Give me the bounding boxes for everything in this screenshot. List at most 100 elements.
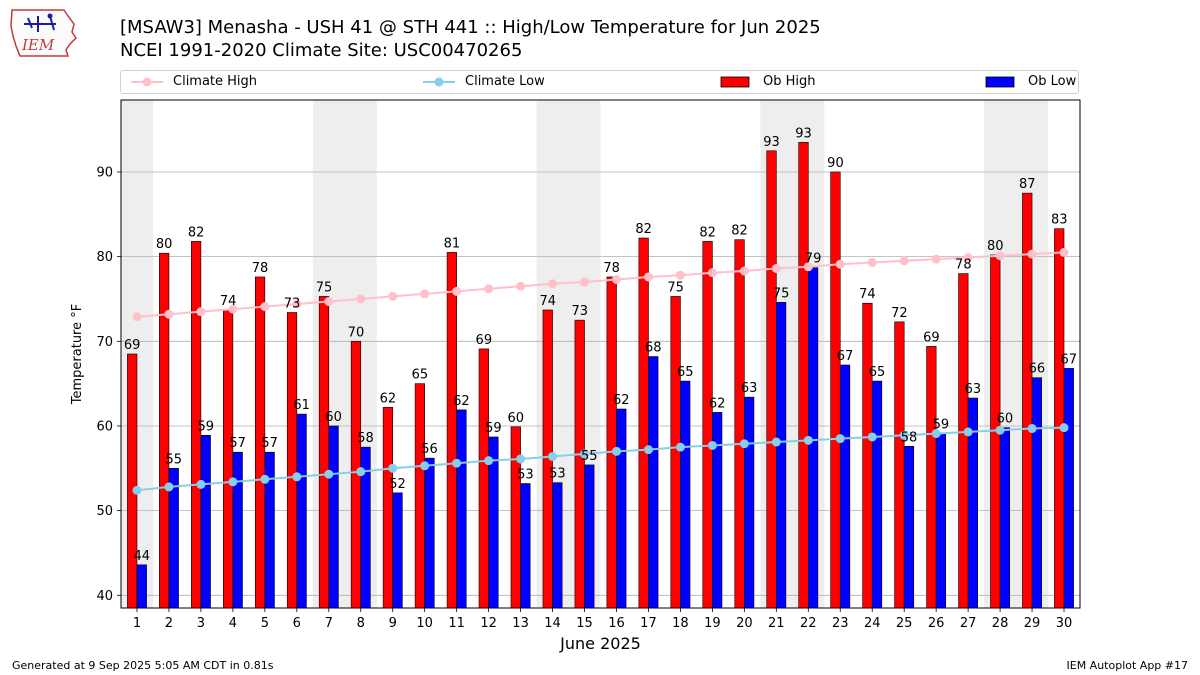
ob-high-value-label: 75 — [316, 280, 333, 295]
x-tick-label: 30 — [1056, 616, 1073, 631]
legend-label-climate-high: Climate High — [173, 74, 258, 89]
ob-high-value-label: 78 — [603, 261, 620, 276]
ob-high-bar — [127, 353, 138, 609]
ob-low-bar — [903, 445, 915, 609]
ob-high-bar — [958, 273, 969, 609]
legend-label-climate-low: Climate Low — [465, 74, 545, 89]
legend-swatch-climate-high — [131, 77, 163, 87]
ob-high-value-label: 65 — [412, 368, 429, 383]
ob-low-value-label: 63 — [965, 382, 982, 397]
legend-swatch-ob-high — [720, 76, 750, 88]
chart-title: [MSAW3] Menasha - USH 41 @ STH 441 :: Hi… — [120, 17, 821, 38]
ob-low-value-label: 67 — [1061, 352, 1078, 367]
ob-high-value-label: 74 — [859, 287, 876, 302]
climate-high-point — [1027, 249, 1037, 259]
ob-high-value-label: 82 — [699, 225, 716, 240]
x-tick-label: 21 — [768, 616, 785, 631]
climate-low-point — [356, 467, 366, 477]
ob-low-value-label: 67 — [837, 349, 854, 364]
ob-low-value-label: 53 — [549, 467, 566, 482]
climate-high-point — [580, 277, 590, 287]
ob-high-bar — [670, 296, 681, 609]
ob-low-bar — [456, 409, 467, 609]
climate-high-point — [356, 294, 366, 304]
ob-low-value-label: 59 — [485, 421, 502, 436]
ob-low-bar — [392, 492, 403, 609]
ob-high-bar — [702, 241, 713, 609]
climate-high-point — [675, 270, 685, 280]
climate-high-point — [516, 281, 526, 291]
x-tick-label: 23 — [832, 616, 849, 631]
climate-high-point — [292, 299, 302, 309]
ob-high-value-label: 74 — [539, 294, 556, 309]
climate-high-point — [931, 254, 941, 264]
ob-high-bar — [510, 426, 521, 609]
ob-low-bar — [552, 482, 563, 609]
ob-high-value-label: 69 — [923, 330, 940, 345]
climate-high-point — [324, 297, 334, 307]
x-tick-label: 17 — [640, 616, 657, 631]
ob-high-bar — [766, 150, 777, 609]
ob-low-value-label: 55 — [581, 449, 598, 464]
climate-low-point — [132, 485, 142, 495]
climate-high-point — [643, 272, 653, 282]
ob-low-bar — [999, 427, 1010, 609]
climate-high-point — [899, 256, 909, 266]
ob-high-value-label: 73 — [284, 297, 301, 312]
climate-low-point — [228, 477, 238, 487]
climate-low-point — [899, 430, 909, 440]
ob-low-value-label: 57 — [229, 436, 246, 451]
y-tick-label: 40 — [96, 589, 113, 604]
x-tick-label: 3 — [197, 616, 205, 631]
ob-high-value-label: 69 — [476, 333, 493, 348]
climate-low-point — [963, 427, 973, 437]
ob-low-value-label: 53 — [517, 468, 534, 483]
x-tick-label: 19 — [704, 616, 721, 631]
ob-low-bar — [328, 425, 339, 609]
x-tick-label: 6 — [293, 616, 301, 631]
ob-high-bar — [798, 142, 809, 609]
ob-high-bar — [318, 296, 330, 609]
climate-high-point — [452, 286, 462, 296]
ob-high-value-label: 87 — [1019, 177, 1036, 192]
ob-low-bar — [648, 356, 659, 609]
ob-high-value-label: 60 — [508, 411, 525, 426]
app-identifier: IEM Autoplot App #17 — [1066, 659, 1189, 672]
ob-high-value-label: 82 — [731, 224, 748, 239]
ob-high-bar — [926, 346, 937, 609]
ob-low-bar — [424, 457, 435, 609]
climate-high-line — [136, 251, 1065, 318]
ob-high-value-label: 82 — [635, 222, 652, 237]
ob-low-value-label: 62 — [709, 396, 726, 411]
climate-high-point — [164, 309, 174, 319]
ob-low-value-label: 75 — [773, 286, 790, 301]
ob-high-value-label: 80 — [156, 237, 173, 252]
climate-low-point — [1059, 423, 1069, 433]
ob-high-bar — [446, 252, 457, 609]
x-tick-label: 7 — [325, 616, 333, 631]
climate-high-point — [228, 304, 238, 314]
x-axis-label: June 2025 — [559, 634, 641, 653]
ob-high-value-label: 93 — [763, 135, 780, 150]
y-tick-label: 80 — [96, 250, 113, 265]
climate-low-point — [292, 472, 302, 482]
climate-low-point — [516, 454, 526, 464]
x-tick-label: 4 — [229, 616, 237, 631]
generated-timestamp: Generated at 9 Sep 2025 5:05 AM CDT in 0… — [12, 659, 274, 672]
ob-low-bar — [776, 302, 787, 609]
ob-low-value-label: 63 — [741, 381, 758, 396]
ob-low-bar — [200, 434, 211, 609]
x-tick-label: 15 — [576, 616, 593, 631]
ob-low-value-label: 68 — [645, 341, 662, 356]
climate-low-point — [164, 482, 174, 492]
x-tick-label: 8 — [357, 616, 365, 631]
x-tick-label: 20 — [736, 616, 753, 631]
ob-low-value-label: 59 — [933, 418, 950, 433]
ob-low-value-label: 60 — [325, 410, 342, 425]
ob-high-bar — [638, 237, 649, 609]
ob-low-bar — [871, 380, 883, 609]
ob-low-bar — [680, 380, 691, 609]
climate-low-point — [995, 425, 1005, 435]
ob-high-value-label: 90 — [827, 156, 844, 171]
